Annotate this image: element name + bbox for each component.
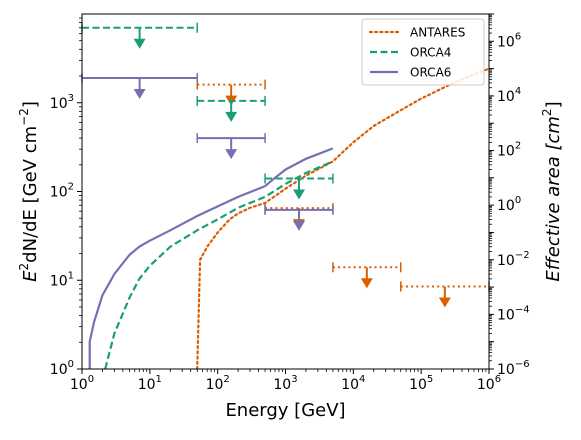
y-right-tick-label: 106: [497, 31, 521, 50]
y-right-tick-label: 104: [497, 86, 521, 105]
y-left-tick-label: 101: [50, 270, 74, 289]
upper-limit-arrow-head: [225, 111, 238, 122]
y-right-tick-label: 10−4: [497, 304, 530, 323]
y-axis-label-right: Effective area [cm2]: [540, 101, 564, 281]
upper-limit-arrow-head: [133, 89, 146, 100]
upper-limit-arrow-head: [292, 220, 305, 231]
upper-limit-orca6-1: [196, 133, 266, 160]
x-tick-label: 102: [206, 374, 230, 393]
legend-box: [361, 18, 485, 86]
upper-limit-arrow-head: [292, 189, 305, 200]
upper-limit-antares-2: [332, 262, 402, 289]
x-axis-label: Energy [GeV]: [225, 400, 345, 421]
upper-limit-arrow-head: [438, 297, 451, 308]
y-left-tick-label: 103: [50, 93, 74, 112]
y-left-tick-label: 102: [50, 182, 74, 201]
legend-label-antares: ANTARES: [410, 26, 465, 40]
upper-limits-layer: [81, 22, 490, 308]
upper-limit-orca6-2: [264, 204, 334, 231]
y-right-tick-label: 10−6: [497, 359, 530, 378]
x-tick-label: 100: [70, 374, 94, 393]
effective-area-line-orca6: [88, 147, 334, 369]
upper-limit-arrow-head: [133, 38, 146, 49]
legend-label-orca4: ORCA4: [410, 46, 451, 60]
y-right-tick-label: 102: [497, 141, 521, 160]
upper-limit-arrow-head: [360, 278, 373, 289]
upper-limit-orca4-1: [196, 95, 266, 122]
x-tick-label: 104: [341, 374, 365, 393]
effective-area-line-antares: [196, 67, 489, 369]
upper-limit-orca4-0: [81, 22, 198, 49]
effective-area-line-orca4: [104, 160, 334, 369]
x-tick-label: 105: [409, 374, 433, 393]
legend-label-orca6: ORCA6: [410, 66, 451, 80]
series-layer: [88, 67, 489, 369]
upper-limit-antares-3: [399, 281, 490, 308]
upper-limit-orca6-0: [81, 73, 198, 100]
y-right-tick-label: 100: [497, 195, 521, 214]
ticks-layer: 100 101 102 103 104 105 106 100 101 102 103 10−6 10−…: [50, 13, 530, 393]
legend: ANTARES ORCA4 ORCA6: [361, 18, 485, 86]
x-tick-label: 101: [138, 374, 162, 393]
y-right-tick-label: 10−2: [497, 250, 530, 269]
y-axis-label-left: E2dN/dE [GeV cm−2]: [17, 101, 41, 282]
upper-limit-arrow-head: [225, 149, 238, 160]
x-tick-label: 106: [477, 374, 501, 393]
upper-limit-orca4-2: [264, 173, 334, 200]
y-left-tick-label: 100: [50, 359, 74, 378]
x-tick-label: 103: [273, 374, 297, 393]
